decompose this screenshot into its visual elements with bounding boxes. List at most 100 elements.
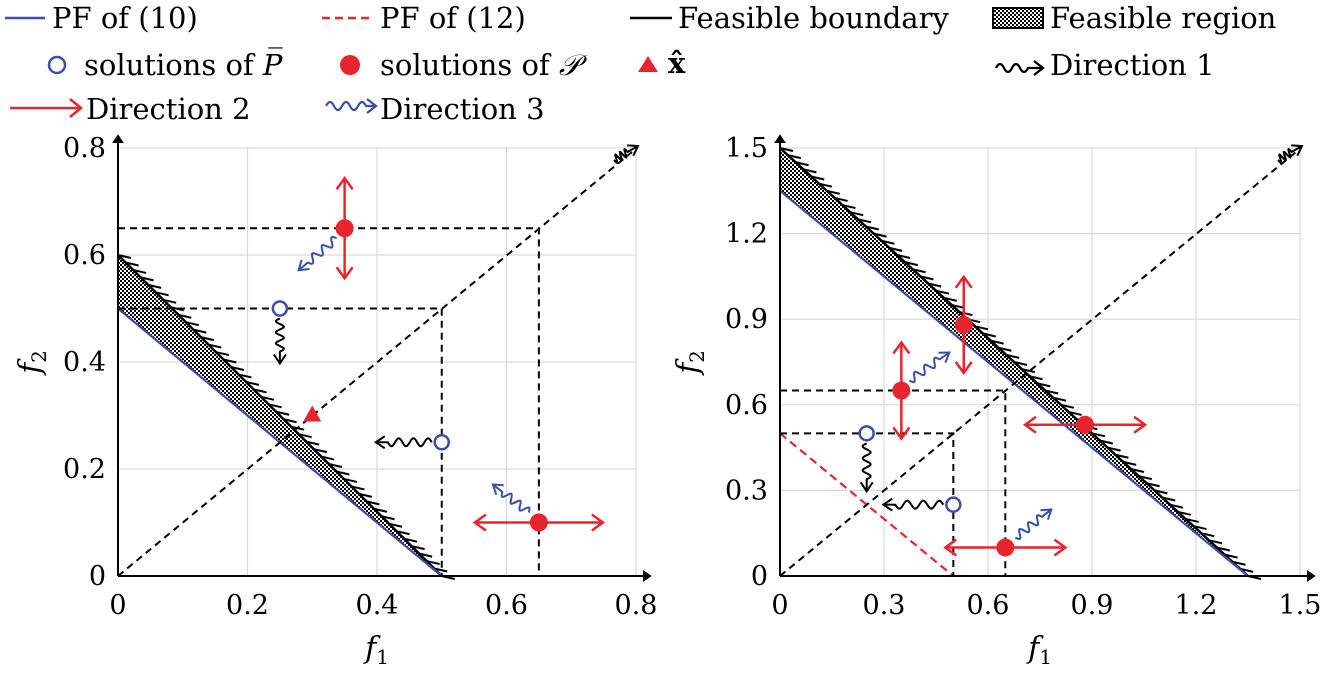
right-hatch-41 bbox=[1099, 439, 1114, 445]
right-hatch-51 bbox=[1177, 510, 1192, 516]
left-hatch-17 bbox=[245, 380, 260, 386]
right-dir3-a bbox=[908, 351, 951, 384]
left-xtick-1: 0.2 bbox=[226, 590, 269, 621]
left-hatch-16 bbox=[238, 373, 252, 379]
legend-xhat-marker bbox=[638, 56, 658, 72]
right-p-point-3 bbox=[1076, 415, 1095, 434]
legend-p-text: solutions of bbox=[380, 48, 550, 82]
right-ytick-4: 1.2 bbox=[725, 219, 768, 250]
left-xlabel-sub: 1 bbox=[376, 645, 389, 669]
right-p-point-2 bbox=[996, 538, 1015, 557]
right-xtick-4: 1.2 bbox=[1175, 590, 1218, 621]
left-dir3-a-stem bbox=[297, 236, 337, 272]
left-ytick-4: 0.8 bbox=[63, 133, 106, 164]
left-dir2-down-head bbox=[335, 266, 354, 281]
left-hatch-38 bbox=[403, 537, 418, 543]
right-dir2-d-right bbox=[1085, 415, 1148, 434]
legend-region-label: Feasible region bbox=[1050, 1, 1277, 35]
left-hatch-0 bbox=[117, 254, 132, 259]
left-hatch-9 bbox=[185, 321, 199, 327]
right-hatch-37 bbox=[1068, 410, 1082, 416]
left-y-axis-head bbox=[112, 134, 124, 143]
right-hatch-52 bbox=[1185, 517, 1199, 523]
right-hatch-12 bbox=[873, 232, 887, 238]
right-hatch-31 bbox=[1021, 368, 1036, 374]
right-dir1-b bbox=[881, 497, 945, 512]
left-ytick-0: 0 bbox=[89, 561, 106, 592]
right-hatch-8 bbox=[842, 204, 856, 210]
left-hatch-14 bbox=[223, 358, 237, 364]
legend: PF of (10) PF of (12) Feasible boundary … bbox=[0, 0, 1329, 135]
right-hatch-0 bbox=[779, 147, 794, 152]
legend-dir3-arrow bbox=[325, 98, 378, 114]
right-hatch-18 bbox=[920, 275, 934, 281]
left-dir2-left-head bbox=[472, 513, 487, 532]
left-ylabel: f2 bbox=[13, 350, 51, 376]
left-pbar-point-0 bbox=[271, 300, 289, 317]
right-dir1-a-head bbox=[859, 481, 874, 494]
right-hatch-3 bbox=[803, 168, 817, 174]
left-hatch-21 bbox=[275, 410, 290, 416]
left-dir1-b-stem bbox=[375, 437, 433, 448]
right-axes bbox=[774, 134, 1316, 582]
left-hatch-27 bbox=[321, 455, 335, 461]
left-ytick-1: 0.2 bbox=[63, 454, 106, 485]
right-xlabel-sub: 1 bbox=[1039, 645, 1052, 669]
left-hatch-6 bbox=[162, 298, 177, 304]
right-hatch-55 bbox=[1208, 539, 1223, 545]
right-hatch-28 bbox=[998, 346, 1012, 352]
right-pf12-line bbox=[779, 432, 955, 577]
left-hatch-12 bbox=[208, 343, 222, 349]
right-xtick-1: 0.3 bbox=[863, 590, 906, 621]
legend-pf12-label: PF of (12) bbox=[380, 1, 526, 35]
left-hatch-3 bbox=[140, 276, 154, 282]
right-dir2-c-left bbox=[943, 538, 1006, 557]
right-hatch-13 bbox=[881, 239, 895, 245]
left-boundary-hatch bbox=[117, 254, 455, 580]
right-dir1-b-stem bbox=[883, 499, 945, 510]
right-hatch-34 bbox=[1044, 389, 1059, 395]
right-p-point-0 bbox=[892, 381, 911, 400]
left-ytick-3: 0.6 bbox=[63, 240, 106, 271]
left-hatch-15 bbox=[230, 366, 245, 371]
right-y-axis-head bbox=[774, 134, 786, 143]
right-hatch-48 bbox=[1154, 489, 1168, 495]
right-hatch-45 bbox=[1130, 468, 1145, 473]
left-xhat-point-0 bbox=[303, 405, 322, 422]
legend-pbar-label: solutions of P̅ bbox=[84, 48, 282, 82]
right-hatch-35 bbox=[1052, 396, 1067, 402]
left-axes bbox=[112, 134, 652, 582]
right-hatch-7 bbox=[834, 196, 848, 202]
right-hatch-56 bbox=[1216, 546, 1231, 552]
right-hatch-42 bbox=[1107, 446, 1121, 452]
legend-pbar-symbol: P̅ bbox=[262, 48, 283, 82]
right-hatch-10 bbox=[857, 218, 872, 224]
right-hatch-43 bbox=[1115, 453, 1129, 459]
right-hatch-50 bbox=[1169, 503, 1184, 509]
left-xtick-3: 0.6 bbox=[485, 590, 528, 621]
left-hatch-4 bbox=[147, 283, 162, 289]
right-hatch-59 bbox=[1239, 567, 1254, 573]
right-diagonal-head bbox=[1277, 144, 1304, 165]
right-dir1-a bbox=[859, 442, 874, 494]
left-diagonal bbox=[117, 151, 633, 577]
right-hatch-2 bbox=[795, 161, 809, 167]
left-hatch-25 bbox=[306, 440, 320, 446]
left-xtick-4: 0.8 bbox=[615, 590, 658, 621]
right-hatch-32 bbox=[1029, 375, 1043, 381]
right-pbar-point-1 bbox=[945, 496, 962, 513]
right-dir2-d-right-head bbox=[1133, 415, 1148, 434]
left-dir3-b bbox=[491, 483, 531, 513]
right-hatch-4 bbox=[810, 175, 825, 181]
left-hatch-11 bbox=[200, 336, 215, 342]
right-hatch-5 bbox=[818, 182, 833, 188]
left-hatch-28 bbox=[328, 463, 343, 468]
left-hatch-30 bbox=[343, 477, 358, 483]
right-dir3-b-head bbox=[1040, 508, 1053, 521]
right-ytick-1: 0.3 bbox=[725, 475, 768, 506]
left-dir3-a-head bbox=[297, 259, 310, 272]
left-xtick-0: 0 bbox=[109, 590, 126, 621]
right-hatch-14 bbox=[888, 246, 903, 252]
right-boundary-hatch bbox=[779, 147, 1262, 580]
